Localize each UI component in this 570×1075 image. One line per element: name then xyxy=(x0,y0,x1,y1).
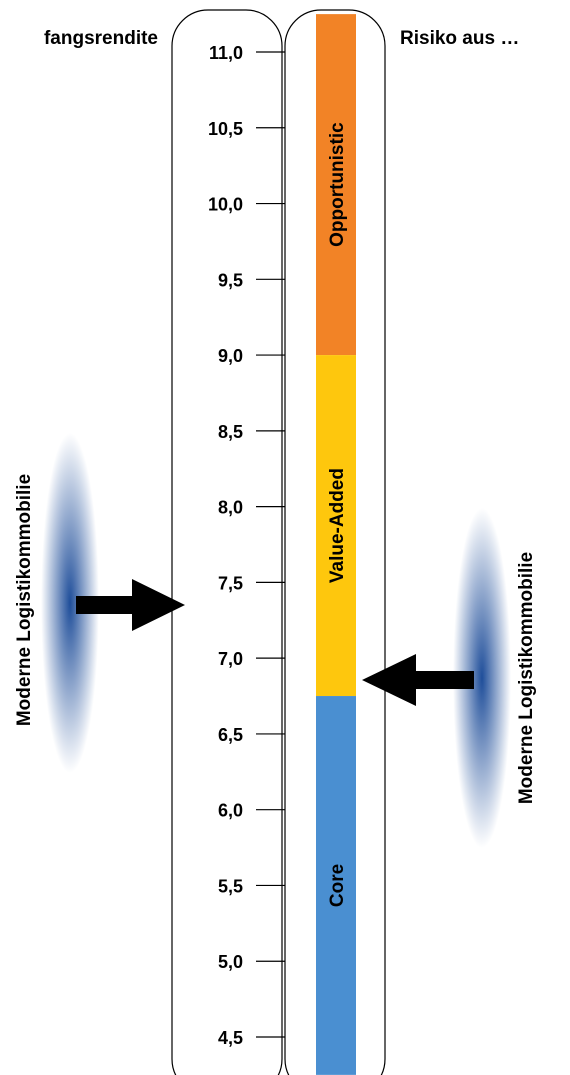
tick-label: 7,5 xyxy=(218,573,243,593)
left-marker-label: Moderne Logistikommobilie xyxy=(14,474,35,726)
tick-label: 6,5 xyxy=(218,725,243,745)
risk-band-label: Opportunistic xyxy=(327,122,348,247)
risk-band-value-added xyxy=(316,355,356,697)
risk-band-label: Core xyxy=(327,864,348,907)
tick-label: 11,0 xyxy=(209,43,243,63)
tick-label: 5,0 xyxy=(218,952,243,972)
tick-label: 4,5 xyxy=(218,1028,243,1048)
risk-band-label: Value-Added xyxy=(327,468,348,583)
tick-label: 8,0 xyxy=(218,498,243,518)
tick-label: 5,5 xyxy=(218,876,243,896)
tick-label: 7,0 xyxy=(218,649,243,669)
tick-label: 8,5 xyxy=(218,422,243,442)
risk-band-opportunistic xyxy=(316,14,356,356)
right-arrow-icon xyxy=(362,654,474,706)
risk-band-core xyxy=(316,696,356,1075)
risk-scale-frame xyxy=(284,9,386,1075)
tick-label: 10,0 xyxy=(208,195,243,215)
tick-label: 9,5 xyxy=(218,270,243,290)
risk-header: Risiko aus … xyxy=(400,28,520,49)
yield-scale-frame xyxy=(171,9,283,1075)
tick-label: 6,0 xyxy=(218,801,243,821)
right-marker-label: Moderne Logistikommobilie xyxy=(516,552,537,804)
initial-yield-header: fangsrendite xyxy=(43,28,158,49)
tick-label: 10,5 xyxy=(208,119,243,139)
tick-label: 9,0 xyxy=(218,346,243,366)
left-arrow-icon xyxy=(76,579,185,631)
